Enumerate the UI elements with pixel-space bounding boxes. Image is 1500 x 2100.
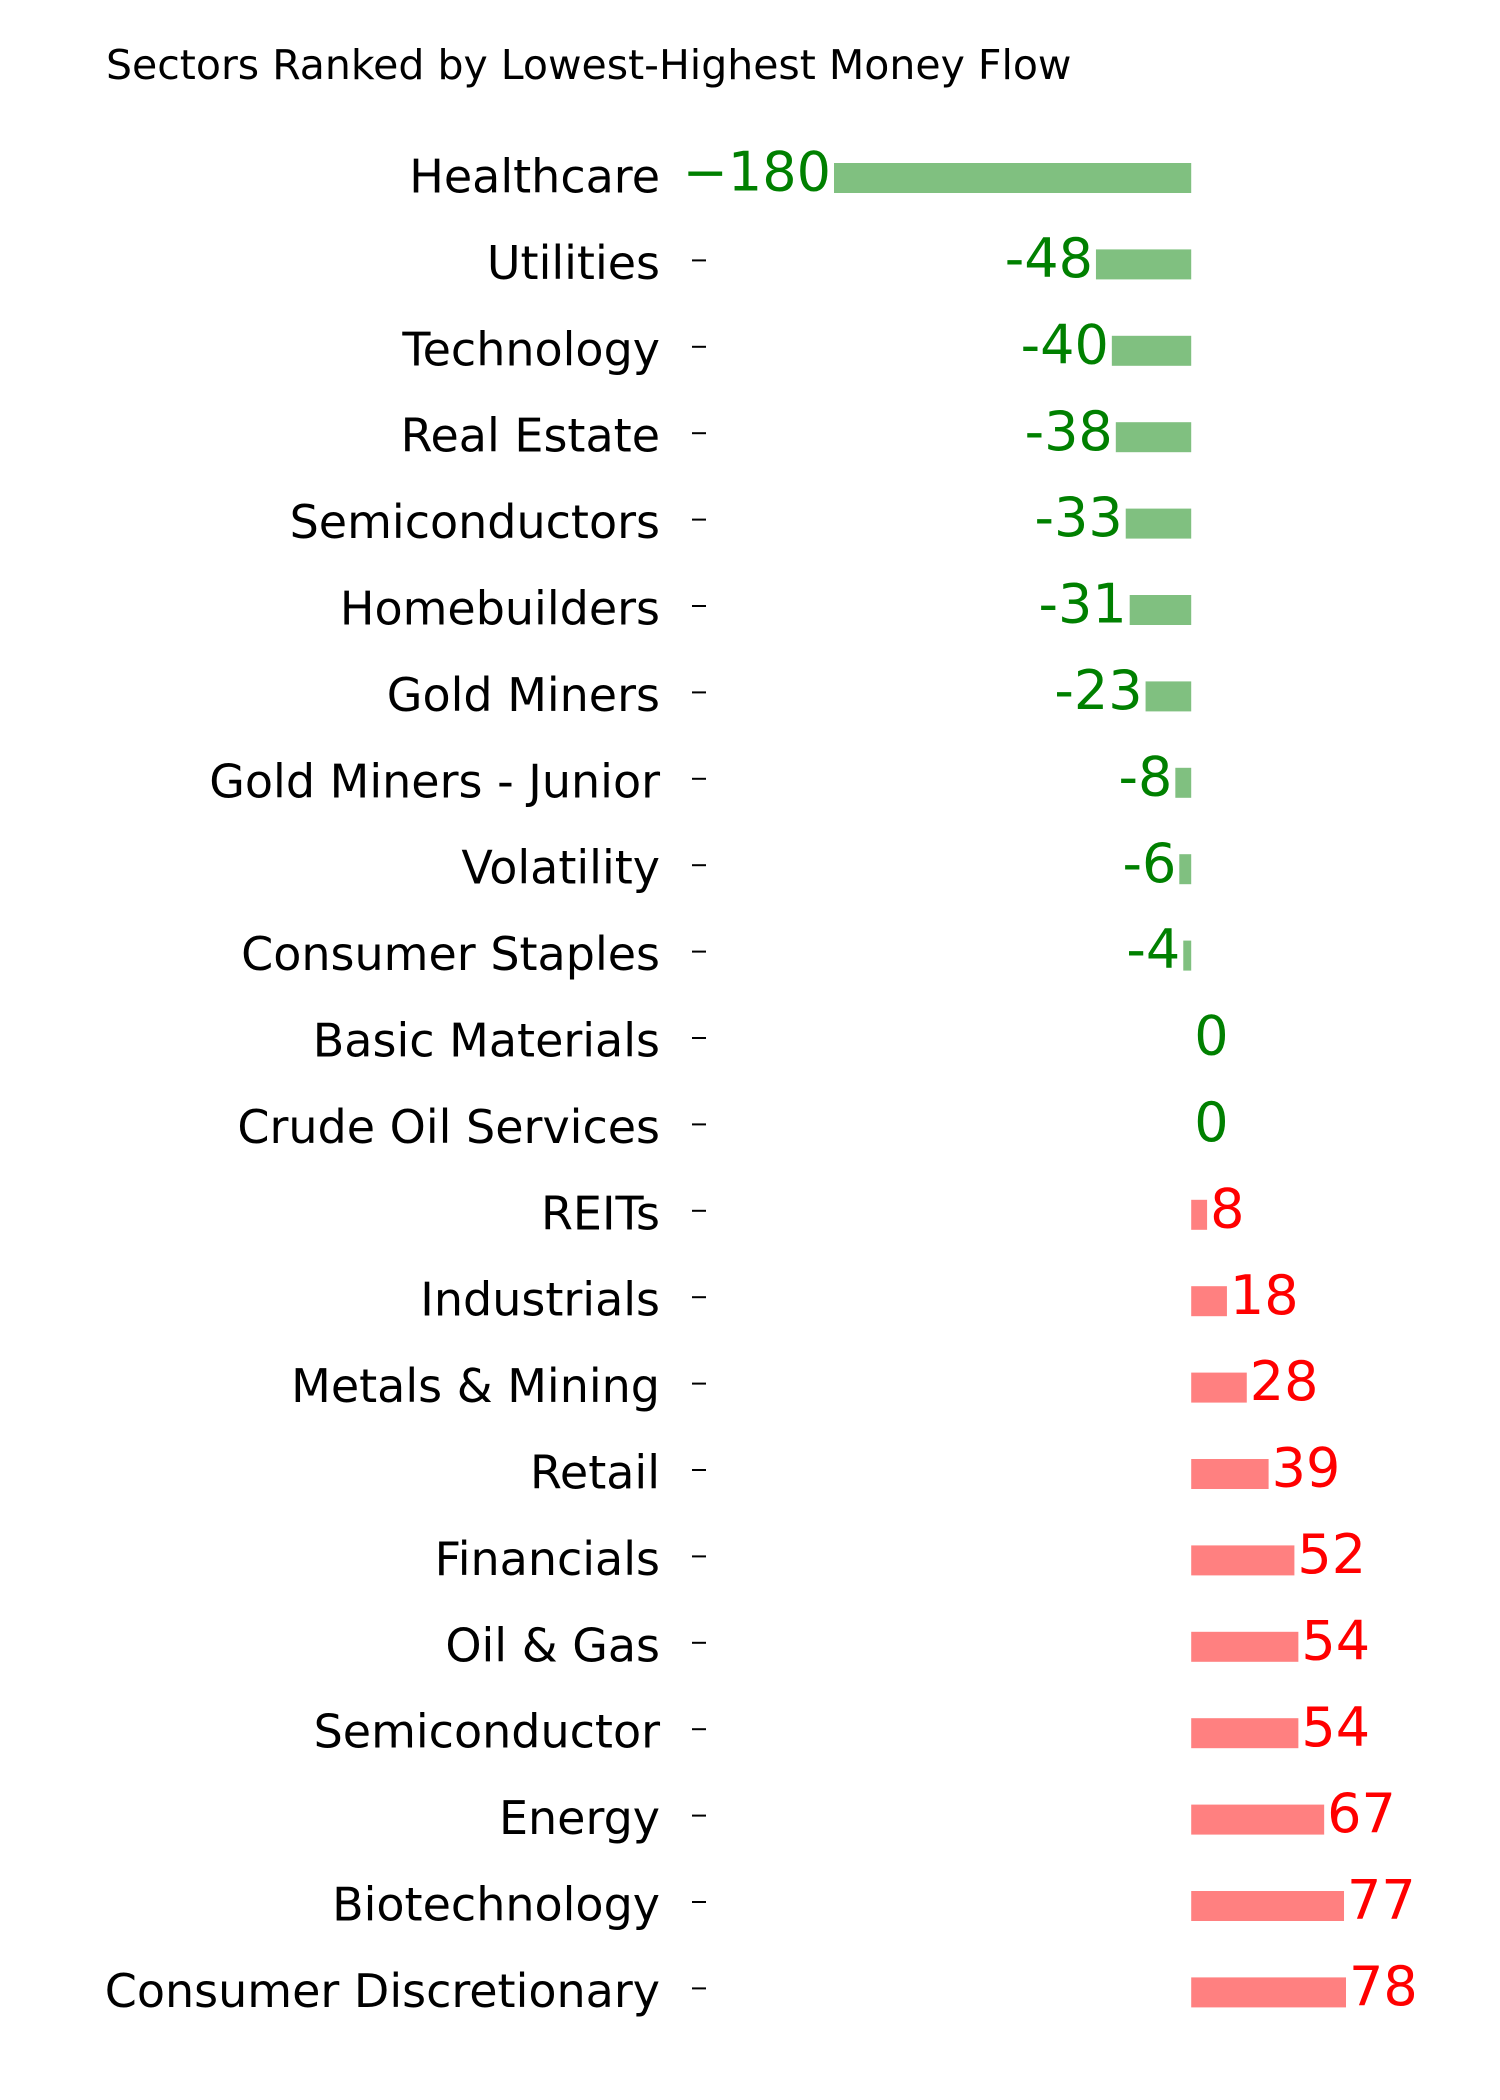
y-tick-label: Crude Oil Services — [237, 1100, 660, 1154]
value-label: -40 — [1021, 313, 1109, 376]
value-label: -31 — [1038, 573, 1126, 636]
y-tick-label: Gold Miners — [387, 668, 660, 722]
value-label: 78 — [1349, 1955, 1418, 2018]
y-tick-label: Volatility — [461, 841, 660, 895]
y-tick-label: Oil & Gas — [445, 1618, 660, 1672]
value-label: 18 — [1230, 1264, 1299, 1327]
bar — [1191, 1891, 1345, 1921]
value-label: -33 — [1035, 486, 1123, 549]
y-tick-label: Healthcare — [409, 150, 660, 204]
bar — [1191, 1286, 1227, 1317]
value-label: 52 — [1297, 1523, 1366, 1586]
bar — [1179, 854, 1192, 885]
y-tick-label: REITs — [541, 1186, 660, 1240]
y-tick-label: Real Estate — [401, 409, 660, 463]
y-tick-label: Consumer Discretionary — [105, 1964, 660, 2018]
value-label: -4 — [1126, 918, 1180, 981]
chart-title: Sectors Ranked by Lowest-Highest Money F… — [106, 41, 1071, 89]
value-label: -38 — [1025, 400, 1113, 463]
value-label: 54 — [1301, 1696, 1370, 1759]
bar — [1191, 1804, 1325, 1835]
y-tick-label: Financials — [435, 1532, 660, 1586]
bar — [1191, 1372, 1247, 1403]
bar — [1111, 335, 1192, 366]
y-tick-label: Utilities — [487, 236, 660, 290]
bar — [834, 163, 1192, 193]
y-tick-label: Basic Materials — [313, 1014, 660, 1068]
bar — [1191, 1199, 1208, 1230]
bar — [1191, 1977, 1346, 2008]
bar — [1115, 422, 1192, 453]
bar — [1191, 1718, 1299, 1749]
bar — [1129, 595, 1192, 625]
value-label: −180 — [683, 141, 831, 204]
bar — [1175, 767, 1192, 798]
bar — [1183, 940, 1192, 971]
value-label: -48 — [1005, 227, 1093, 290]
value-label: -23 — [1054, 659, 1142, 722]
value-label: -8 — [1118, 745, 1172, 808]
value-label: 0 — [1194, 1005, 1228, 1068]
value-label: 67 — [1327, 1782, 1396, 1845]
y-tick-label: Biotechnology — [332, 1878, 660, 1932]
value-label: 77 — [1347, 1869, 1416, 1932]
bar — [1191, 1459, 1269, 1489]
y-tick-label: Energy — [499, 1791, 660, 1845]
y-tick-label: Semiconductor — [314, 1705, 661, 1759]
value-label: 39 — [1272, 1437, 1341, 1500]
value-label: -6 — [1122, 832, 1176, 895]
bar — [1191, 1631, 1299, 1662]
y-tick-label: Semiconductors — [290, 495, 660, 549]
y-tick-label: Metals & Mining — [291, 1359, 660, 1413]
bar — [1145, 681, 1192, 712]
value-label: 0 — [1194, 1091, 1228, 1154]
value-label: 8 — [1210, 1177, 1244, 1240]
bar — [1095, 249, 1192, 280]
bar — [1191, 1545, 1295, 1576]
value-label: 28 — [1250, 1350, 1319, 1413]
y-tick-label: Retail — [530, 1446, 660, 1500]
y-tick-label: Industrials — [420, 1273, 660, 1327]
bar — [1125, 508, 1192, 539]
y-tick-label: Homebuilders — [340, 582, 660, 636]
y-tick-label: Technology — [401, 322, 660, 376]
y-tick-label: Gold Miners - Junior — [209, 754, 660, 808]
y-tick-label: Consumer Staples — [241, 927, 660, 981]
value-label: 54 — [1301, 1609, 1370, 1672]
